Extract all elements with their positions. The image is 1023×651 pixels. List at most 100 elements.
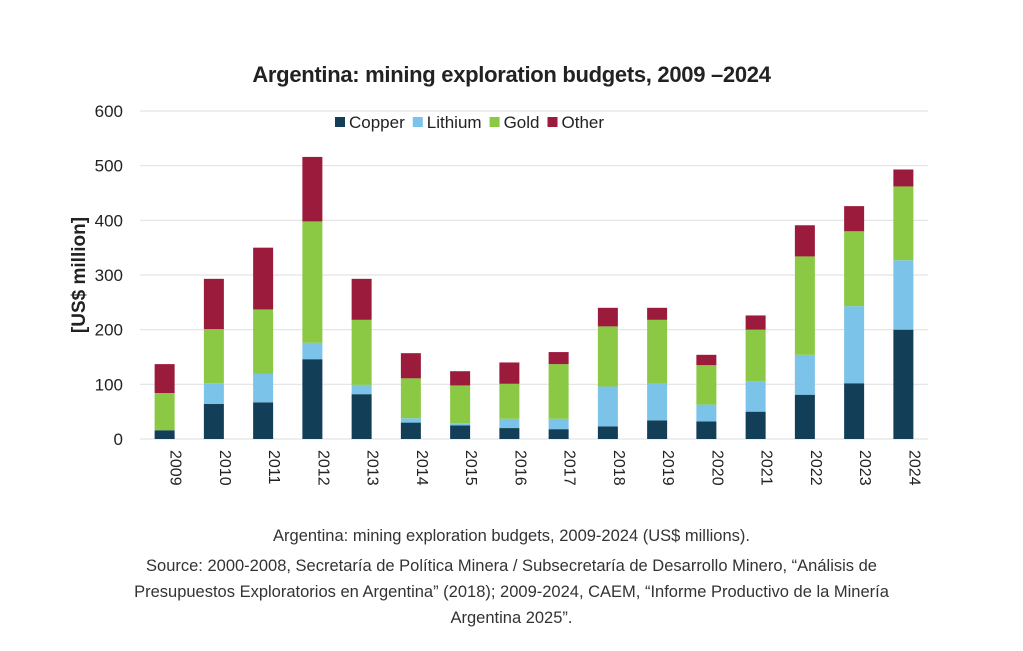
chart-title: Argentina: mining exploration budgets, 2… (252, 62, 771, 87)
legend-swatch-other (547, 117, 558, 127)
bar-copper-2015 (450, 425, 471, 439)
x-tick-label: 2021 (758, 450, 775, 486)
bar-copper-2023 (844, 383, 865, 439)
x-tick-label: 2011 (265, 450, 282, 485)
x-tick-label: 2009 (167, 450, 184, 486)
bar-gold-2019 (647, 319, 668, 384)
bar-other-2014 (400, 353, 421, 379)
y-tick-label: 300 (95, 266, 123, 285)
x-tick-label: 2018 (610, 450, 627, 486)
bar-copper-2009 (154, 430, 175, 439)
legend-swatch-copper (335, 117, 345, 127)
bar-gold-2009 (154, 393, 175, 431)
y-tick-label: 400 (95, 211, 123, 230)
y-tick-label: 500 (95, 157, 123, 176)
bar-lithium-2014 (400, 418, 421, 423)
x-tick-label: 2020 (708, 450, 725, 486)
bar-lithium-2023 (844, 306, 865, 384)
bar-lithium-2015 (450, 423, 471, 426)
bar-lithium-2013 (351, 384, 372, 395)
bar-copper-2011 (253, 402, 274, 439)
bar-lithium-2021 (745, 381, 766, 412)
bar-copper-2016 (499, 428, 520, 439)
bar-gold-2018 (597, 326, 618, 387)
bar-gold-2023 (844, 231, 865, 307)
bar-other-2013 (351, 278, 372, 320)
legend-swatch-gold (489, 117, 500, 127)
bar-copper-2014 (400, 422, 421, 439)
bar-other-2019 (647, 307, 668, 320)
bar-gold-2011 (253, 309, 274, 374)
bar-other-2016 (499, 362, 520, 384)
bar-gold-2020 (696, 365, 717, 405)
legend-swatch-lithium (412, 117, 423, 127)
bar-other-2010 (203, 278, 224, 330)
bar-copper-2012 (302, 359, 323, 439)
bar-gold-2017 (548, 364, 569, 419)
bar-gold-2015 (450, 385, 471, 424)
bar-copper-2017 (548, 429, 569, 439)
bar-lithium-2010 (203, 383, 224, 405)
caption-title: Argentina: mining exploration budgets, 2… (273, 527, 750, 545)
bar-other-2017 (548, 352, 569, 365)
bar-gold-2021 (745, 329, 766, 382)
bar-copper-2018 (597, 426, 618, 439)
bar-lithium-2011 (253, 373, 274, 403)
caption-source-2: Presupuestos Exploratorios en Argentina”… (134, 583, 889, 601)
y-tick-label: 100 (95, 375, 123, 394)
bar-other-2020 (696, 354, 717, 366)
bar-gold-2012 (302, 221, 323, 343)
bar-other-2024 (893, 169, 914, 187)
legend-label-lithium: Lithium (427, 113, 482, 132)
x-tick-label: 2015 (462, 450, 479, 486)
bar-copper-2010 (203, 404, 224, 439)
x-tick-label: 2016 (511, 450, 528, 486)
stacked-bar-chart: 0 100 200 300 400 500 600 [US$ million] 2009 2010… (69, 102, 928, 486)
legend-label-other: Other (562, 113, 605, 132)
bar-lithium-2022 (794, 354, 815, 395)
bar-other-2022 (794, 225, 815, 257)
legend-label-copper: Copper (349, 113, 405, 132)
x-tick-label: 2017 (561, 450, 578, 486)
bar-lithium-2012 (302, 342, 323, 360)
bar-lithium-2017 (548, 418, 569, 430)
bar-gold-2022 (794, 256, 815, 355)
bar-gold-2024 (893, 186, 914, 261)
bar-copper-2024 (893, 329, 914, 439)
x-tick-label: 2024 (905, 450, 922, 486)
bar-lithium-2024 (893, 260, 914, 330)
x-tick-label: 2012 (314, 450, 331, 486)
bar-other-2021 (745, 315, 766, 330)
x-tick-label: 2019 (659, 450, 676, 486)
bar-lithium-2019 (647, 383, 668, 421)
x-tick-label: 2023 (856, 450, 873, 486)
bar-other-2012 (302, 156, 323, 222)
caption-source-3: Argentina 2025”. (450, 609, 573, 627)
y-tick-label: 200 (95, 321, 123, 340)
bar-gold-2010 (203, 329, 224, 384)
bar-lithium-2020 (696, 404, 717, 422)
x-tick-label: 2014 (413, 450, 430, 486)
y-tick-label: 600 (95, 102, 123, 121)
bar-lithium-2016 (499, 418, 520, 429)
bar-gold-2013 (351, 319, 372, 385)
bar-copper-2020 (696, 421, 717, 439)
bar-lithium-2018 (597, 386, 618, 427)
bar-gold-2016 (499, 383, 520, 419)
bar-other-2011 (253, 247, 274, 310)
x-tick-label: 2010 (216, 450, 233, 486)
bar-copper-2021 (745, 411, 766, 439)
y-tick-label: 0 (114, 430, 123, 449)
y-axis-label: [US$ million] (69, 217, 90, 333)
bar-copper-2022 (794, 394, 815, 439)
bar-copper-2019 (647, 420, 668, 439)
caption-source-1: Source: 2000-2008, Secretaría de Polític… (146, 557, 877, 575)
bar-other-2023 (844, 206, 865, 232)
bar-other-2009 (154, 364, 175, 394)
x-tick-label: 2013 (364, 450, 381, 486)
legend-label-gold: Gold (504, 113, 540, 132)
x-tick-label: 2022 (807, 450, 824, 486)
bar-other-2018 (597, 307, 618, 327)
bar-gold-2014 (400, 378, 421, 419)
bar-other-2015 (450, 371, 471, 386)
